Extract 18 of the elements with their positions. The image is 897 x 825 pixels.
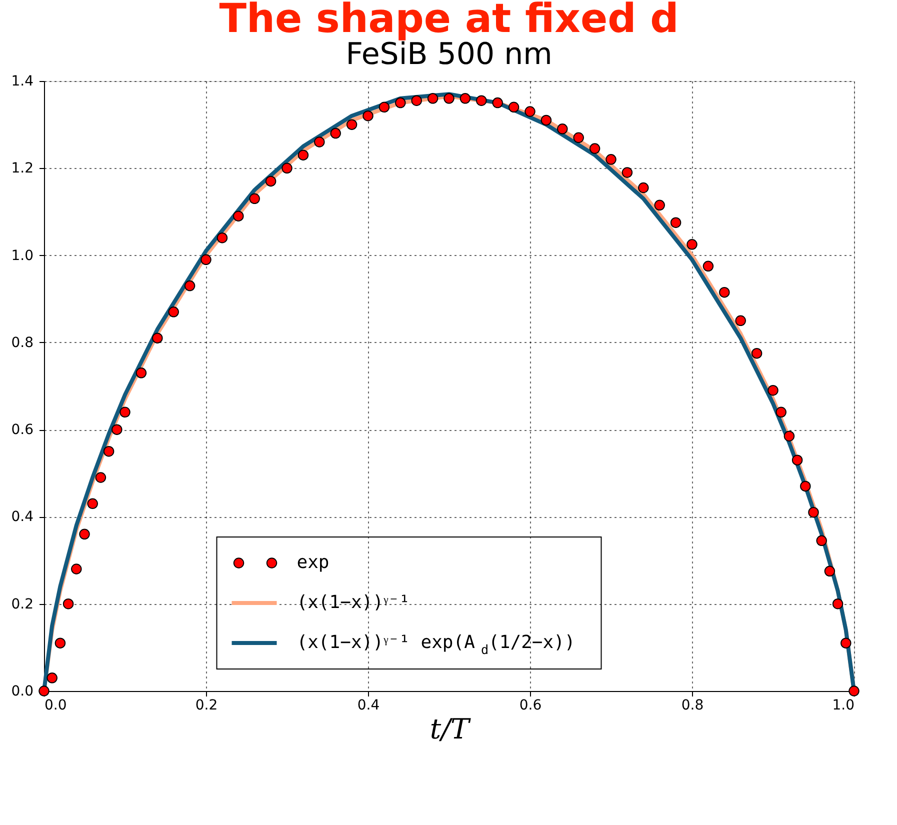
- x-tick-label: 0.4: [357, 698, 380, 714]
- legend-label: exp: [296, 552, 330, 573]
- x-axis-title: t/T: [430, 712, 472, 746]
- y-tick-label: 0.2: [11, 596, 34, 612]
- y-tick-label: 0.6: [11, 422, 34, 438]
- y-tick-label: 0.4: [11, 509, 34, 526]
- x-tick-label: 0.6: [519, 698, 542, 714]
- y-tick-label: 1.4: [11, 74, 34, 90]
- legend-label: (x(1−x))ᵞ⁻¹: [296, 592, 410, 613]
- x-tick-label: 0.8: [681, 698, 704, 714]
- y-tick-label: 1.0: [11, 248, 34, 264]
- x-tick-label: 1.0: [832, 698, 854, 714]
- text: The shape at fixed d: [219, 0, 679, 42]
- x-tick-label: 0.2: [195, 698, 218, 714]
- y-tick-label: 0.0: [11, 684, 34, 700]
- x-tick-label: 0.0: [44, 698, 67, 714]
- y-tick-label: 1.2: [11, 160, 34, 177]
- y-tick-label: 0.8: [11, 334, 34, 351]
